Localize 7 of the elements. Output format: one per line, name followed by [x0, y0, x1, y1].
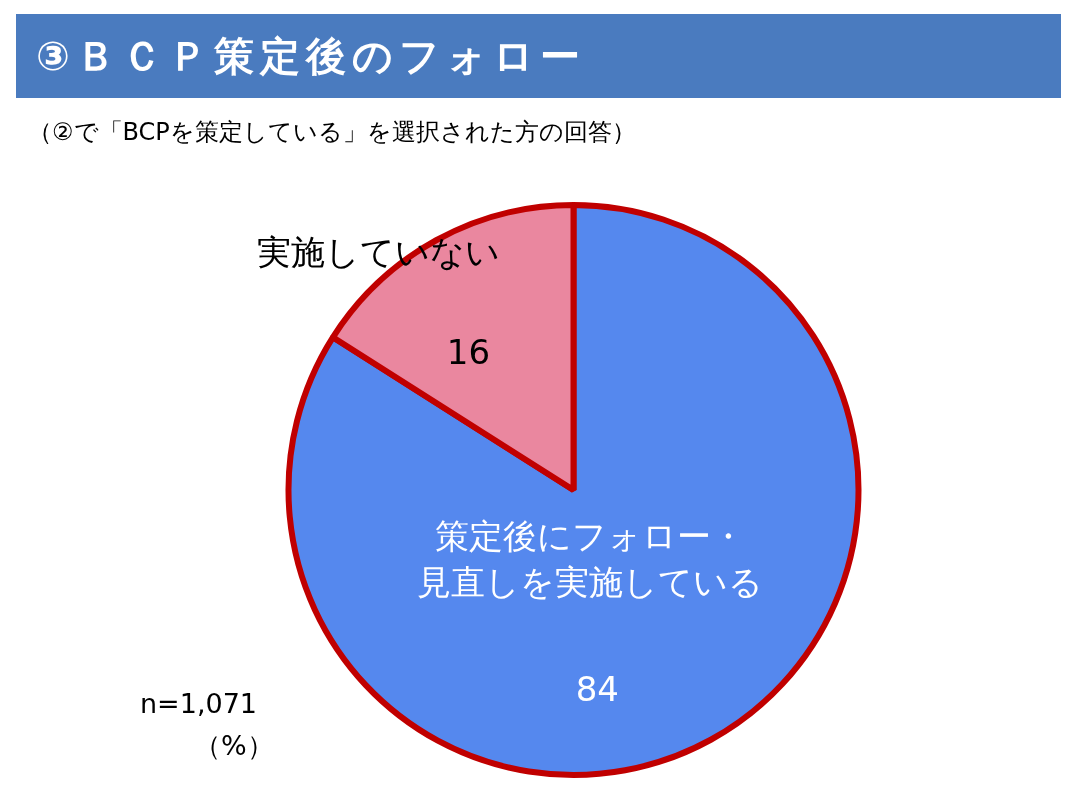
chart-subtitle: （②で「BCPを策定している」を選択された方の回答）: [28, 117, 636, 148]
text: （%）: [194, 729, 274, 763]
chart-title: ③ＢＣＰ策定後のフォロー: [16, 14, 1061, 98]
text: n=1,071: [140, 688, 258, 719]
data-label: 16: [446, 331, 491, 372]
data-label: 84: [575, 669, 619, 710]
slice-label: 策定後にフォロー・見直しを実施している: [417, 516, 764, 603]
